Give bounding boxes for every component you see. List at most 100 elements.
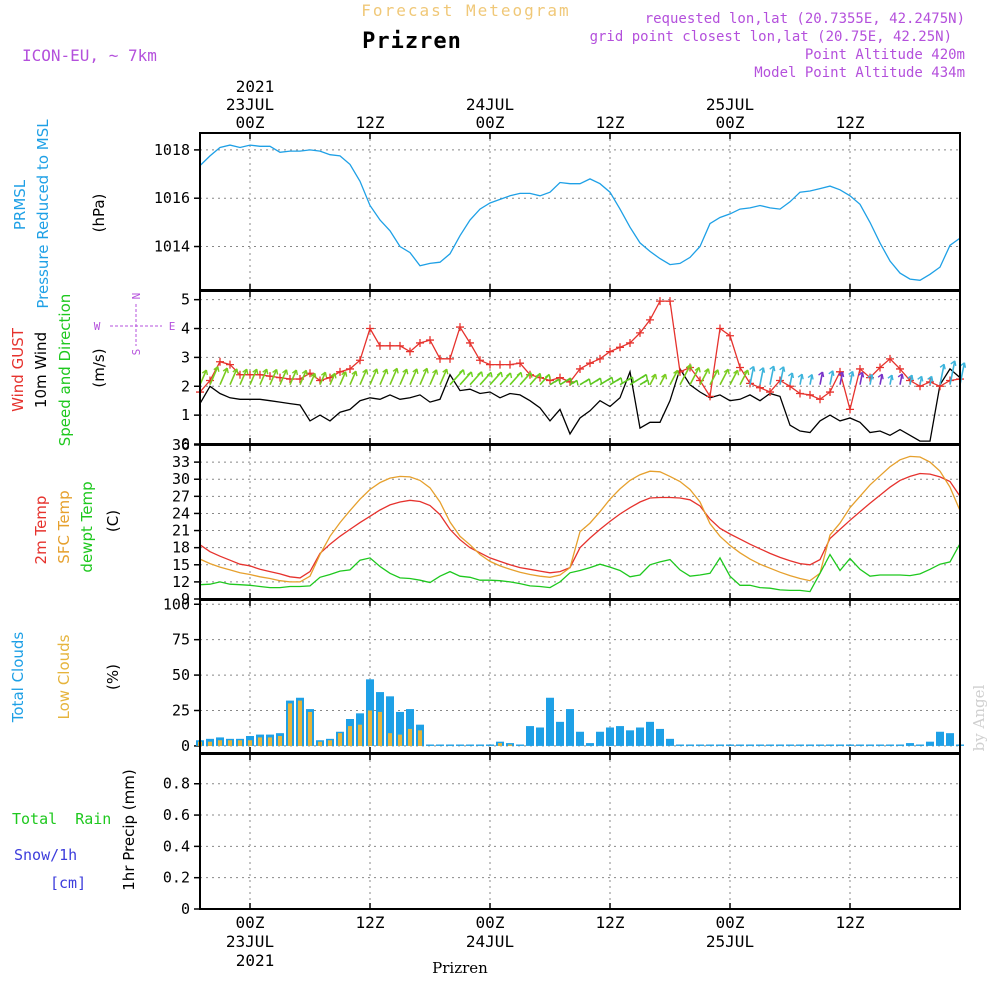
wind-direction-arrow bbox=[789, 372, 794, 385]
wind-line-wind-gust bbox=[199, 300, 961, 410]
low-cloud-bar bbox=[238, 740, 242, 746]
wind-arrow-head bbox=[535, 372, 542, 379]
wind-direction-arrow bbox=[829, 370, 834, 385]
wind-direction-arrow bbox=[199, 369, 208, 386]
precip-frame bbox=[199, 753, 961, 910]
gust-marker bbox=[826, 388, 834, 397]
bottom-time-label: 00Z bbox=[476, 913, 505, 932]
bottom-date-label: 24JUL bbox=[466, 932, 514, 951]
wind-arrow-head bbox=[769, 365, 776, 372]
wind-direction-arrow bbox=[949, 360, 956, 385]
wind-direction-arrow bbox=[839, 371, 844, 385]
wind-arrow-head bbox=[566, 377, 573, 384]
wind-panel: 0 1 2 3 4 5 bbox=[181, 291, 967, 453]
low-cloud-bar bbox=[378, 711, 382, 746]
total-cloud-bar bbox=[836, 744, 844, 746]
precip-total-rain-label: Total Rain bbox=[12, 810, 111, 828]
total-cloud-bar bbox=[456, 744, 464, 746]
top-date-label: 25JUL bbox=[706, 95, 754, 114]
low-cloud-bar bbox=[498, 743, 502, 746]
pressure-ytick-label: 1016 bbox=[154, 189, 190, 207]
gust-marker bbox=[666, 297, 674, 306]
wind-arrow-head bbox=[596, 377, 603, 384]
precip-snow-unit-label: [cm] bbox=[50, 874, 86, 892]
low-cloud-bar bbox=[308, 711, 312, 746]
wind-arrow-head bbox=[310, 372, 317, 379]
temperature-line-dewpt-temp bbox=[199, 543, 961, 593]
total-cloud-bar bbox=[926, 741, 934, 746]
total-cloud-bar bbox=[536, 727, 544, 746]
wind-direction-arrow bbox=[229, 368, 238, 386]
total-cloud-bar bbox=[786, 744, 794, 746]
wind-arrow-head bbox=[392, 367, 399, 374]
gust-marker bbox=[616, 343, 624, 352]
total-cloud-bar bbox=[546, 697, 554, 746]
gust-marker bbox=[796, 389, 804, 398]
gust-marker bbox=[596, 354, 604, 363]
wind-direction-arrow bbox=[359, 369, 368, 386]
total-cloud-bar bbox=[566, 709, 574, 746]
wind-arrow-head bbox=[950, 360, 957, 367]
precip-ytick-label: 0.2 bbox=[163, 869, 190, 887]
wind-arrow-head bbox=[222, 367, 229, 374]
total-cloud-bar bbox=[476, 744, 484, 746]
temperature-ytick-label: 18 bbox=[172, 539, 190, 557]
clouds-ylabel-total: Total Clouds bbox=[9, 632, 27, 724]
bottom-time-label: 12Z bbox=[596, 913, 625, 932]
temperature-ytick-label: 30 bbox=[172, 470, 190, 488]
bottom-time-label: 00Z bbox=[716, 913, 745, 932]
wind-arrow-head bbox=[291, 369, 299, 376]
gust-marker bbox=[346, 364, 354, 373]
temperature-ytick-label: 12 bbox=[172, 573, 190, 591]
total-cloud-bar bbox=[866, 744, 874, 746]
low-cloud-bar bbox=[218, 740, 222, 746]
gust-marker bbox=[886, 354, 894, 363]
top-time-label: 00Z bbox=[236, 113, 265, 132]
gust-marker bbox=[446, 354, 454, 363]
gust-marker bbox=[496, 360, 504, 369]
precip-ylabel: Total Rain Snow/1h [cm] 1hr Precip (mm) bbox=[12, 769, 138, 892]
low-cloud-bar bbox=[508, 744, 512, 746]
clouds-panel: 0 25 50 75 100 bbox=[163, 595, 964, 755]
wind-unit: (m/s) bbox=[90, 348, 108, 387]
wind-arrow-head bbox=[252, 368, 259, 375]
wind-arrow-head bbox=[939, 363, 946, 370]
total-cloud-bar bbox=[576, 731, 584, 746]
wind-direction-arrow bbox=[669, 369, 679, 386]
wind-arrow-head bbox=[232, 368, 239, 375]
gust-marker bbox=[586, 359, 594, 368]
total-cloud-bar bbox=[556, 721, 564, 746]
wind-arrow-head bbox=[486, 371, 493, 378]
wind-direction-arrow bbox=[759, 367, 765, 385]
low-cloud-bar bbox=[208, 741, 212, 746]
compass-n: N bbox=[130, 293, 143, 300]
gust-marker bbox=[716, 324, 724, 333]
top-time-label: 12Z bbox=[356, 113, 385, 132]
low-cloud-bar bbox=[358, 724, 362, 746]
wind-arrow-head bbox=[506, 372, 513, 379]
watermark: by Angel bbox=[970, 684, 988, 751]
wind-arrow-head bbox=[723, 368, 730, 375]
wind-arrow-head bbox=[442, 368, 449, 375]
wind-direction-arrow bbox=[939, 364, 945, 385]
wind-arrow-head bbox=[713, 369, 720, 375]
wind-direction-arrow bbox=[679, 364, 692, 386]
info-model-altitude: Model Point Altitude 434m bbox=[754, 65, 965, 81]
total-cloud-bar bbox=[896, 744, 904, 746]
wind-direction-arrow bbox=[259, 368, 268, 386]
wind-arrow-head bbox=[703, 368, 711, 374]
wind-arrow-head bbox=[887, 374, 894, 381]
temperature-ytick-label: 27 bbox=[172, 487, 190, 505]
wind-direction-arrow bbox=[209, 366, 219, 386]
total-cloud-bar bbox=[396, 711, 404, 746]
wind-arrow-head bbox=[797, 373, 804, 380]
wind-arrow-head bbox=[362, 368, 369, 375]
total-cloud-bar bbox=[606, 727, 614, 746]
wind-arrow-head bbox=[526, 372, 533, 378]
gust-marker bbox=[246, 370, 254, 379]
clouds-ytick-label: 75 bbox=[172, 631, 190, 649]
gust-marker bbox=[436, 354, 444, 363]
wind-arrow-head bbox=[867, 373, 874, 380]
wind-ylabel-gust: Wind GUST bbox=[9, 327, 27, 412]
gust-marker bbox=[426, 336, 434, 345]
